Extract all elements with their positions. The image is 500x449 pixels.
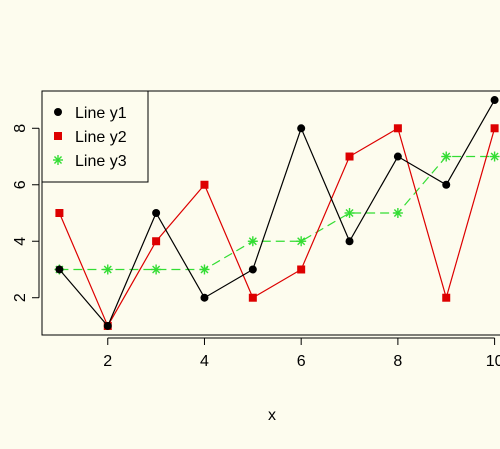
series-2-point-6 xyxy=(297,265,306,274)
y-axis: 2 4 6 8 xyxy=(12,124,40,302)
series-1-line xyxy=(58,99,496,328)
legend-label-1: Line y1 xyxy=(75,105,127,122)
legend: Line y1 Line y2 Line y3 xyxy=(41,90,149,183)
series-3-point-5 xyxy=(247,236,258,247)
series-2-point-7 xyxy=(345,152,354,161)
series-1-point-8 xyxy=(393,152,402,161)
series-2-point-5 xyxy=(248,293,257,302)
x-axis-title: x xyxy=(268,407,276,424)
series-1-point-6 xyxy=(297,124,306,133)
series-3-point-9 xyxy=(441,151,452,162)
legend-item-2: Line y2 xyxy=(54,129,127,146)
series-2-point-10 xyxy=(490,124,499,133)
series-1 xyxy=(55,96,499,330)
series-1-point-1 xyxy=(55,265,64,274)
series-3-point-2 xyxy=(102,264,113,275)
x-tick-label-2: 2 xyxy=(103,353,112,370)
x-tick-label-10: 10 xyxy=(486,353,500,370)
series-2-point-4 xyxy=(200,180,209,189)
series-1-point-2 xyxy=(103,321,112,330)
y-tick-label-8: 8 xyxy=(12,124,29,133)
series-3-point-3 xyxy=(151,264,162,275)
legend-marker-3 xyxy=(53,155,63,165)
y-tick-label-6: 6 xyxy=(12,180,29,189)
series-1-point-4 xyxy=(200,293,209,302)
series-layer xyxy=(54,96,500,330)
x-tick-label-8: 8 xyxy=(393,353,402,370)
series-2-line xyxy=(58,127,496,328)
series-1-point-10 xyxy=(490,96,499,105)
series-3-point-4 xyxy=(199,264,210,275)
x-axis: 2 4 6 8 10 xyxy=(103,337,500,370)
y-tick-label-2: 2 xyxy=(12,293,29,302)
series-2-point-1 xyxy=(55,209,64,217)
series-2-point-9 xyxy=(442,293,451,302)
legend-marker-1 xyxy=(54,108,62,116)
series-3-point-8 xyxy=(392,208,403,218)
legend-marker-2 xyxy=(54,132,62,140)
y-tick-label-4: 4 xyxy=(12,237,29,246)
legend-label-2: Line y2 xyxy=(75,129,127,146)
series-3-point-6 xyxy=(296,236,307,247)
series-3-point-10 xyxy=(489,151,500,162)
series-1-point-7 xyxy=(345,237,354,246)
series-3-point-7 xyxy=(344,208,355,218)
x-tick-label-6: 6 xyxy=(297,353,306,370)
legend-label-3: Line y3 xyxy=(75,153,127,170)
x-tick-label-4: 4 xyxy=(200,353,209,370)
series-1-point-9 xyxy=(442,180,451,189)
series-1-point-5 xyxy=(248,265,257,274)
legend-item-1: Line y1 xyxy=(54,105,127,122)
series-2-point-8 xyxy=(393,124,402,133)
series-1-point-3 xyxy=(152,209,161,217)
plot-frame xyxy=(41,90,500,336)
legend-item-3: Line y3 xyxy=(53,153,127,170)
series-2-point-3 xyxy=(152,237,161,246)
